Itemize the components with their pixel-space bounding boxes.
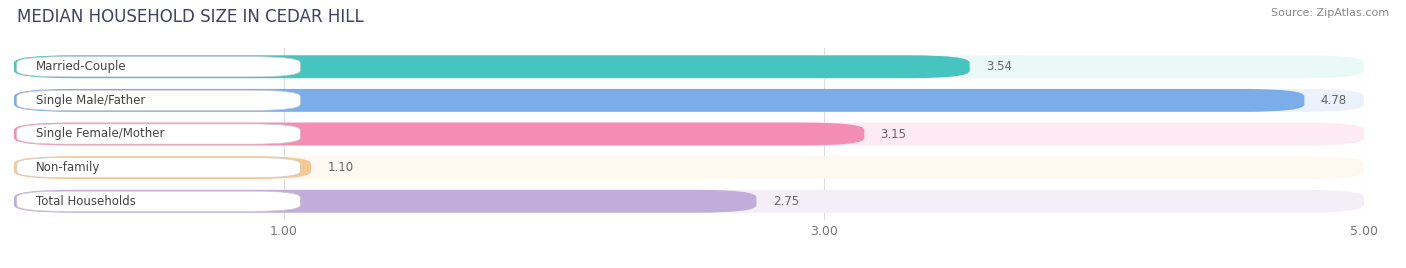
FancyBboxPatch shape xyxy=(17,124,301,144)
Text: Single Female/Mother: Single Female/Mother xyxy=(35,128,165,140)
FancyBboxPatch shape xyxy=(14,122,865,146)
Text: MEDIAN HOUSEHOLD SIZE IN CEDAR HILL: MEDIAN HOUSEHOLD SIZE IN CEDAR HILL xyxy=(17,8,364,26)
FancyBboxPatch shape xyxy=(14,122,1364,146)
Text: 2.75: 2.75 xyxy=(773,195,799,208)
Text: Married-Couple: Married-Couple xyxy=(35,60,127,73)
Text: 3.15: 3.15 xyxy=(880,128,907,140)
FancyBboxPatch shape xyxy=(14,89,1305,112)
Text: Source: ZipAtlas.com: Source: ZipAtlas.com xyxy=(1271,8,1389,18)
FancyBboxPatch shape xyxy=(14,190,756,213)
FancyBboxPatch shape xyxy=(17,191,301,211)
Text: 1.10: 1.10 xyxy=(328,161,353,174)
FancyBboxPatch shape xyxy=(14,55,970,78)
FancyBboxPatch shape xyxy=(17,57,301,77)
FancyBboxPatch shape xyxy=(14,55,1364,78)
FancyBboxPatch shape xyxy=(17,158,301,178)
Text: Non-family: Non-family xyxy=(35,161,100,174)
FancyBboxPatch shape xyxy=(14,156,311,179)
FancyBboxPatch shape xyxy=(14,156,1364,179)
FancyBboxPatch shape xyxy=(17,90,301,110)
Text: Total Households: Total Households xyxy=(35,195,135,208)
Text: Single Male/Father: Single Male/Father xyxy=(35,94,145,107)
FancyBboxPatch shape xyxy=(14,190,1364,213)
Text: 4.78: 4.78 xyxy=(1320,94,1347,107)
Text: 3.54: 3.54 xyxy=(986,60,1012,73)
FancyBboxPatch shape xyxy=(14,89,1364,112)
